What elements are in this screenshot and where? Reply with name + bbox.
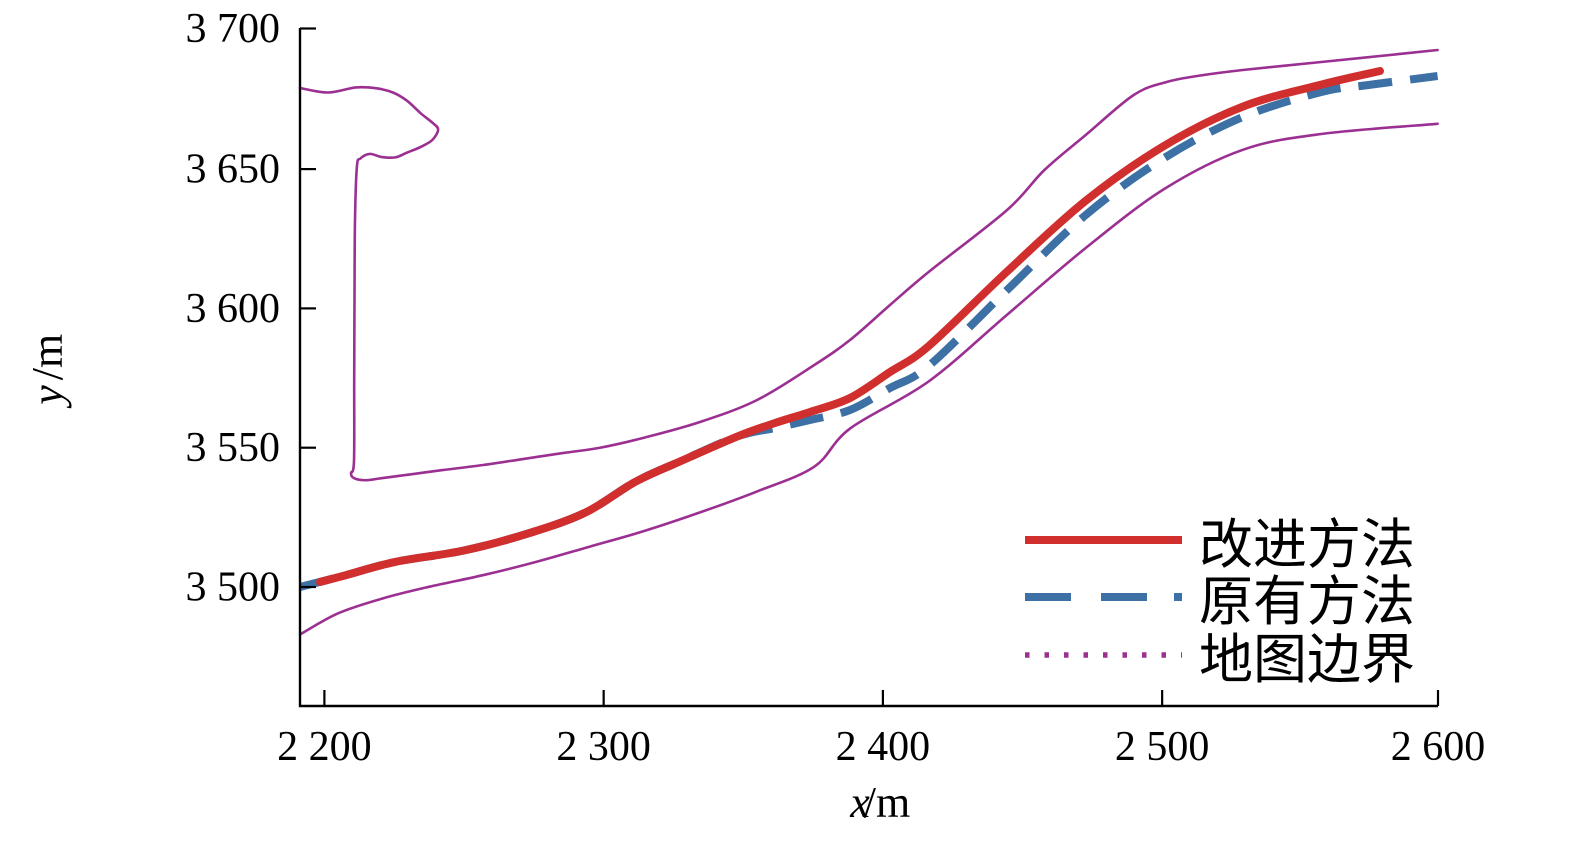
svg-text:2 400: 2 400	[836, 724, 931, 770]
svg-text:2 600: 2 600	[1391, 724, 1486, 770]
svg-text:3 500: 3 500	[186, 565, 281, 611]
svg-text:2 500: 2 500	[1115, 724, 1210, 770]
svg-text:3 650: 3 650	[186, 147, 281, 193]
svg-text:原有方法: 原有方法	[1199, 572, 1415, 632]
svg-text:地图边界: 地图边界	[1199, 630, 1415, 690]
svg-text:3 550: 3 550	[186, 425, 281, 471]
svg-text:改进方法: 改进方法	[1199, 515, 1415, 575]
svg-text:3 600: 3 600	[186, 286, 281, 332]
svg-text:y: y	[23, 385, 72, 409]
svg-text:2 300: 2 300	[556, 724, 651, 770]
svg-text:/m: /m	[23, 334, 72, 380]
svg-text:3 700: 3 700	[186, 6, 281, 52]
svg-text:/m: /m	[864, 778, 910, 827]
svg-text:2 200: 2 200	[277, 724, 372, 770]
